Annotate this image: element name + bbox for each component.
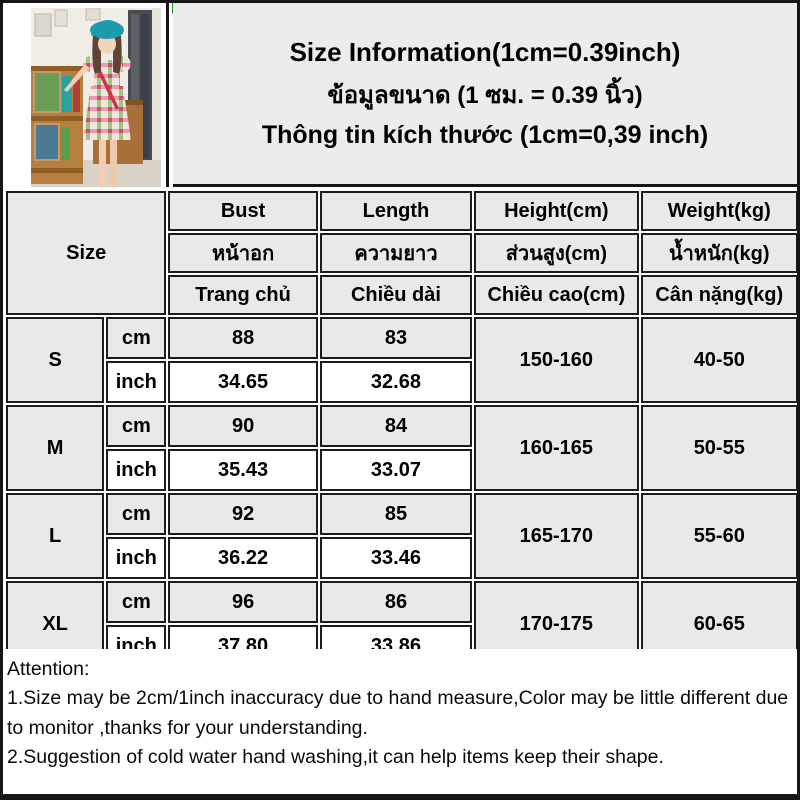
table-row-l-cm: L cm 92 85 165-170 55-60: [6, 493, 797, 579]
l-length-inch: 33.46: [319, 537, 473, 579]
table-row-s-inch: inch 34.65 32.68: [6, 361, 797, 403]
s-bust-cm: 88: [168, 317, 318, 359]
s-weight: 40-50: [640, 317, 797, 403]
attention-item-2: 2.Suggestion of cold water hand washing,…: [7, 745, 664, 768]
unit-label-inch: inch: [106, 449, 167, 491]
xl-bust-cm: 96: [168, 581, 318, 623]
l-bust-inch: 36.22: [168, 537, 318, 579]
table-header-row-vi: Trang chủ Chiều dài Chiều cao(cm) Cân nặ…: [6, 275, 797, 315]
size-table: Size Bust Length Height(cm) Weight(kg) ห…: [4, 189, 797, 669]
m-weight: 50-55: [640, 405, 797, 491]
s-length-inch: 32.68: [319, 361, 473, 403]
title-english: Size Information(1cm=0.39inch): [289, 37, 681, 67]
table-row-l-inch: inch 36.22 33.46: [6, 537, 797, 579]
col-header-weight-vi: Cân nặng(kg): [640, 275, 797, 315]
unit-label-cm: cm: [106, 317, 167, 359]
col-header-height-en: Height(cm): [474, 191, 639, 231]
col-header-bust-th: หน้าอก: [168, 233, 318, 273]
xl-length-cm: 86: [319, 581, 473, 623]
size-cell-m: M: [6, 405, 105, 491]
s-height: 150-160: [474, 317, 639, 403]
s-length-cm: 83: [319, 317, 473, 359]
size-cell-s: S: [6, 317, 105, 403]
top-section: Size Information(1cm=0.39inch) ข้อมูลขนา…: [3, 3, 797, 187]
unit-label-cm: cm: [106, 405, 167, 447]
s-bust-inch: 34.65: [168, 361, 318, 403]
col-header-height-vi: Chiều cao(cm): [474, 275, 639, 315]
title-vietnamese: Thông tin kích thước (1cm=0,39 inch): [261, 121, 709, 149]
l-weight: 55-60: [640, 493, 797, 579]
m-length-inch: 33.07: [319, 449, 473, 491]
size-header-cell: Size: [6, 191, 167, 315]
title-box: Size Information(1cm=0.39inch) ข้อมูลขนา…: [173, 3, 797, 187]
l-bust-cm: 92: [168, 493, 318, 535]
attention-section: Attention: 1.Size may be 2cm/1inch inacc…: [3, 649, 797, 794]
unit-label-cm: cm: [106, 493, 167, 535]
l-height: 165-170: [474, 493, 639, 579]
product-photo: [31, 8, 161, 187]
table-row-m-cm: M cm 90 84 160-165 50-55: [6, 405, 797, 491]
col-header-height-th: ส่วนสูง(cm): [474, 233, 639, 273]
table-row-s-cm: S cm 88 83 150-160 40-50: [6, 317, 797, 403]
table-row-m-inch: inch 35.43 33.07: [6, 449, 797, 491]
col-header-length-th: ความยาว: [319, 233, 473, 273]
table-row-xl-cm: XL cm 96 86 170-175 60-65: [6, 581, 797, 667]
m-bust-cm: 90: [168, 405, 318, 447]
unit-label-inch: inch: [106, 361, 167, 403]
col-header-bust-vi: Trang chủ: [168, 275, 318, 315]
size-cell-l: L: [6, 493, 105, 579]
table-header-row-en: Size Bust Length Height(cm) Weight(kg): [6, 191, 797, 315]
photo-bag-strap: [94, 62, 119, 110]
l-length-cm: 85: [319, 493, 473, 535]
attention-title: Attention:: [7, 658, 90, 680]
col-header-length-en: Length: [319, 191, 473, 231]
m-length-cm: 84: [319, 405, 473, 447]
table-header-row-th: หน้าอก ความยาว ส่วนสูง(cm) น้ำหนัก(kg): [6, 233, 797, 273]
model-photo-illustration: [31, 8, 161, 187]
xl-weight: 60-65: [640, 581, 797, 667]
col-header-length-vi: Chiều dài: [319, 275, 473, 315]
m-height: 160-165: [474, 405, 639, 491]
title-thai: ข้อมูลขนาด (1 ซม. = 0.39 นิ้ว): [327, 82, 643, 109]
col-header-weight-th: น้ำหนัก(kg): [640, 233, 797, 273]
unit-label-cm: cm: [106, 581, 167, 623]
col-header-weight-en: Weight(kg): [640, 191, 797, 231]
photo-header-divider: [166, 3, 169, 187]
unit-label-inch: inch: [106, 537, 167, 579]
photo-dress: [83, 86, 131, 140]
m-bust-inch: 35.43: [168, 449, 318, 491]
attention-item-1: 1.Size may be 2cm/1inch inaccuracy due t…: [7, 687, 789, 739]
col-header-bust-en: Bust: [168, 191, 318, 231]
